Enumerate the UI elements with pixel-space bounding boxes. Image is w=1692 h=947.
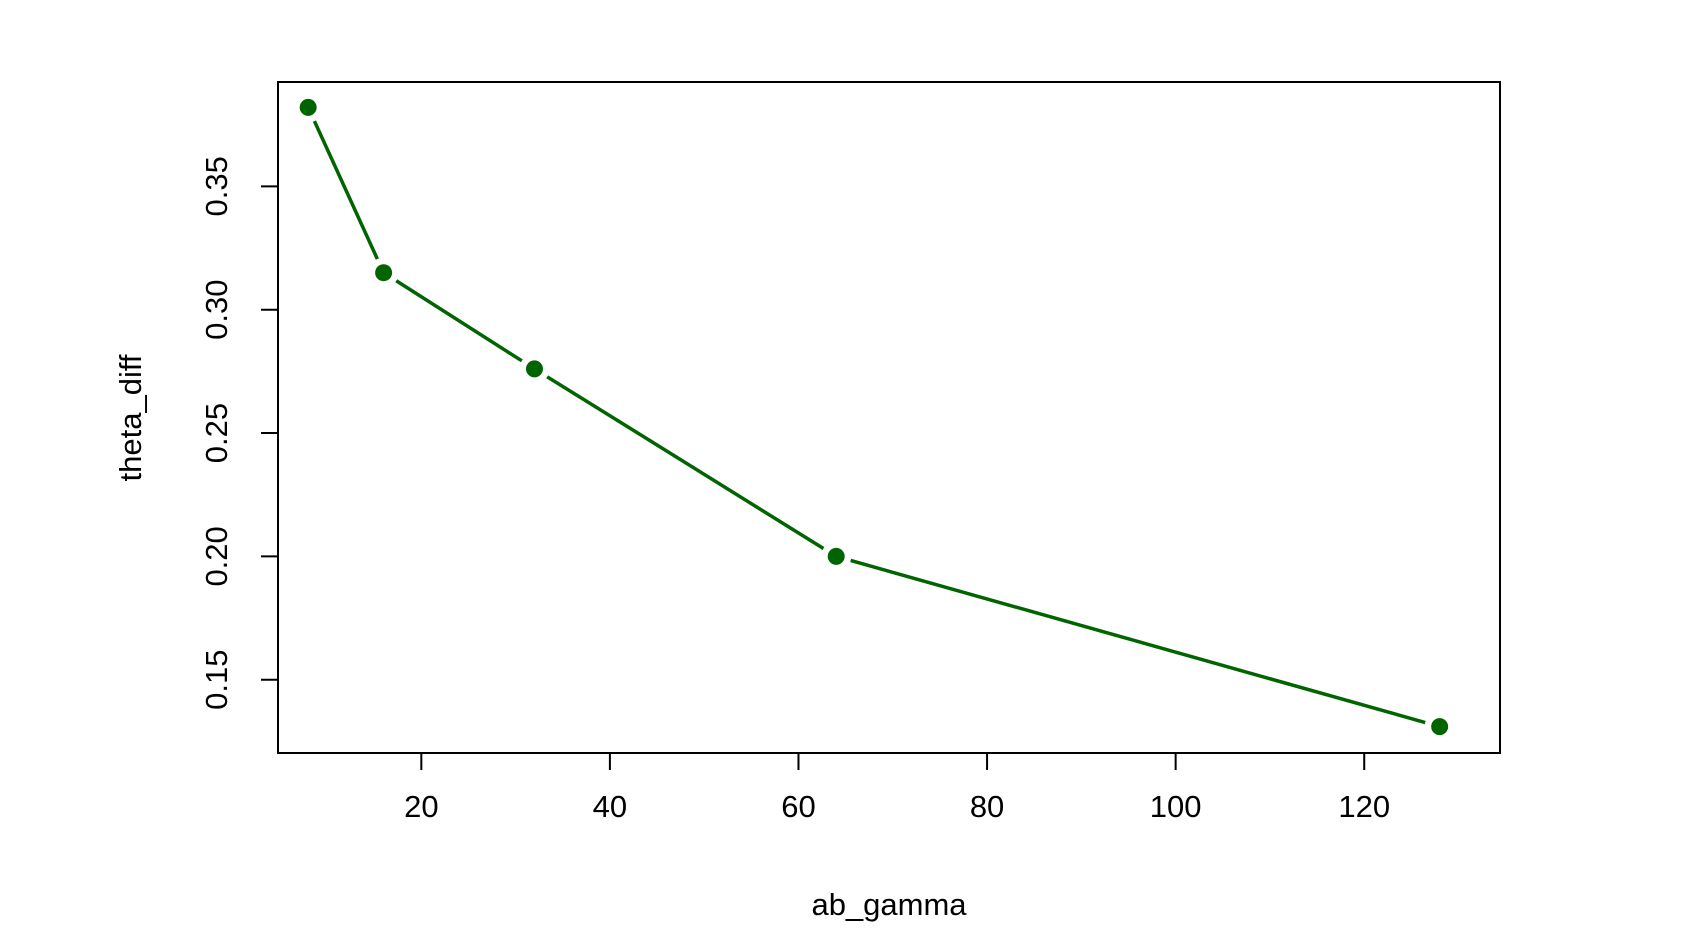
y-axis: 0.15 0.20 0.25 0.30 0.35	[199, 156, 278, 710]
series-line-segment	[546, 375, 825, 550]
x-axis-title: ab_gamma	[811, 887, 967, 922]
y-tick-label: 0.15	[199, 650, 234, 710]
data-point	[1431, 718, 1449, 736]
data-point	[525, 360, 543, 378]
data-series	[299, 98, 1449, 736]
y-tick-label: 0.20	[199, 526, 234, 586]
y-tick-label: 0.30	[199, 280, 234, 340]
x-tick-label: 120	[1338, 789, 1390, 824]
plot-frame	[277, 81, 1501, 754]
data-point	[299, 98, 317, 116]
y-axis-title: theta_diff	[113, 354, 148, 481]
x-tick-label: 60	[781, 789, 815, 824]
x-tick-label: 20	[404, 789, 438, 824]
x-tick-label: 80	[970, 789, 1004, 824]
x-tick-label: 40	[593, 789, 627, 824]
x-tick-label: 100	[1150, 789, 1202, 824]
data-point	[375, 264, 393, 282]
series-line-segment	[312, 120, 379, 260]
x-axis: 20 40 60 80 100 120	[404, 753, 1390, 824]
y-tick-label: 0.25	[199, 403, 234, 463]
series-line-segment	[395, 279, 523, 363]
series-line-segment	[850, 558, 1426, 725]
y-tick-label: 0.35	[199, 156, 234, 216]
data-point	[827, 547, 845, 565]
